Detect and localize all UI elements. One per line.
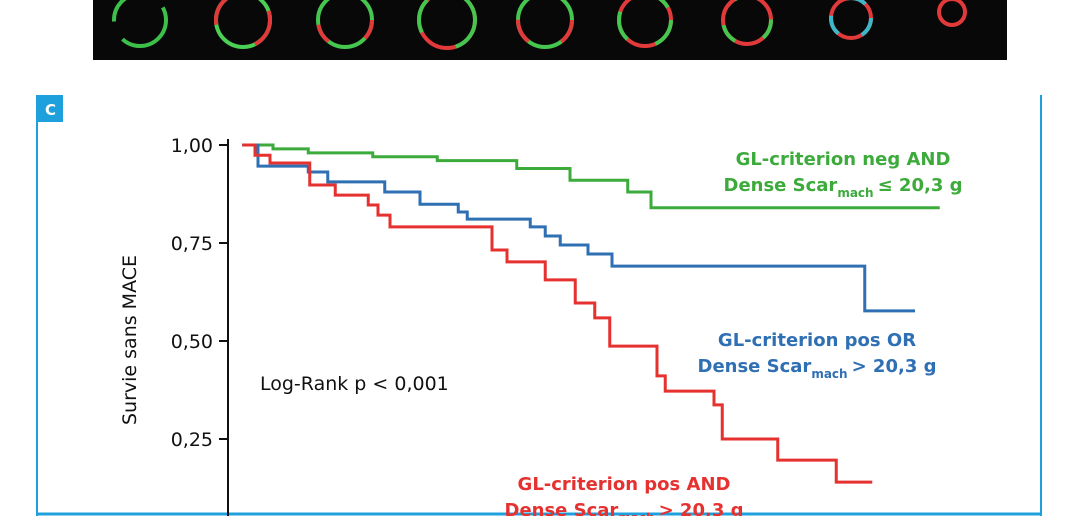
series-label-part: Dense Scar (724, 175, 838, 196)
series-label-part: > 20,3 g (852, 356, 937, 377)
y-tick-label: 0,25 (171, 429, 213, 451)
survival-curve (242, 143, 915, 313)
y-axis-label: Survie sans MACE (119, 255, 141, 425)
survival-curve (242, 143, 940, 210)
series-label-subscript: mach (618, 511, 654, 516)
series-label-subscript: mach (837, 186, 873, 200)
series-label: Dense Scarmach > 20,3 g (505, 500, 744, 516)
image-strip (93, 0, 1007, 60)
y-tick-label: 1,00 (171, 135, 213, 157)
y-tick-label: 0,50 (171, 331, 213, 353)
series-label-part: ≤ 20,3 g (878, 175, 963, 196)
series-label: Dense Scarmach > 20,3 g (698, 356, 937, 381)
survival-curve (242, 143, 873, 484)
y-tick-label: 0,75 (171, 233, 213, 255)
panel-label-box (38, 95, 63, 122)
series-label-subscript: mach (811, 367, 847, 381)
annotation: Log-Rank p < 0,001 (260, 373, 449, 395)
series-label-part: Dense Scar (505, 500, 619, 516)
series-label: Dense Scarmach ≤ 20,3 g (724, 175, 963, 200)
series-label: GL-criterion pos OR (718, 330, 916, 351)
series-label: GL-criterion pos AND (518, 474, 731, 495)
panel-label: C (45, 101, 56, 119)
series-label: GL-criterion neg AND (736, 149, 951, 170)
series-label-part: Dense Scar (698, 356, 812, 377)
series-label-part: > 20,3 g (659, 500, 744, 516)
rings (112, 0, 967, 50)
